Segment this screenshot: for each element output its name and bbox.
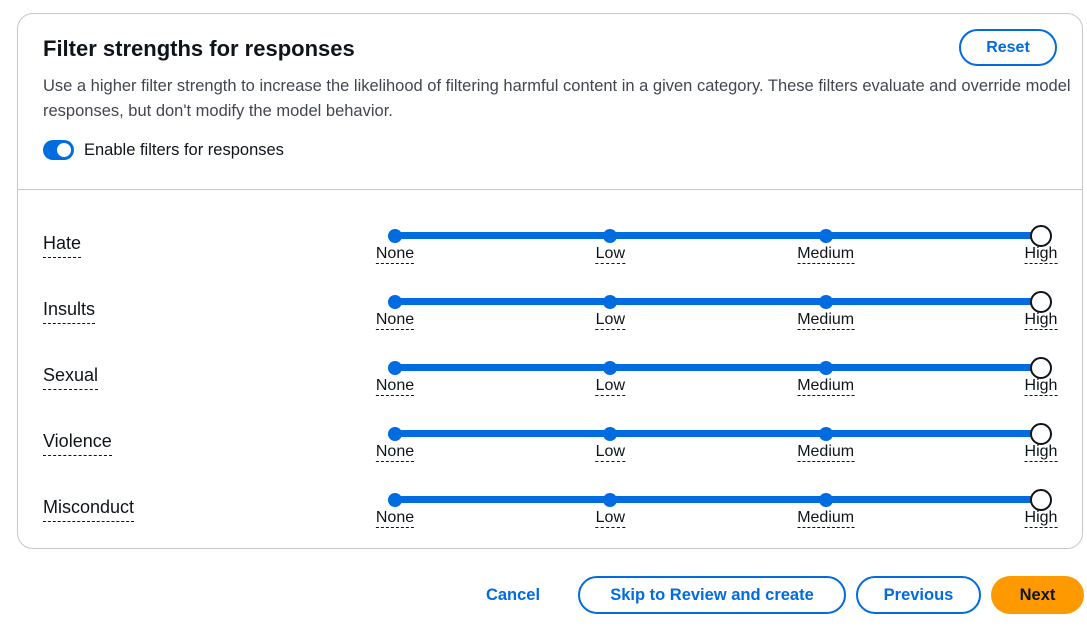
filter-row-misconduct: Misconduct None Low Medium High bbox=[18, 485, 1082, 545]
toggle-knob bbox=[57, 143, 71, 157]
slider-stop-medium[interactable] bbox=[818, 361, 833, 375]
slider-stop-medium[interactable] bbox=[818, 493, 833, 507]
tick-label-high[interactable]: High bbox=[1024, 245, 1058, 264]
panel-title: Filter strengths for responses bbox=[43, 36, 355, 61]
tick-label-high[interactable]: High bbox=[1024, 311, 1058, 330]
panel-description: Use a higher filter strength to increase… bbox=[43, 77, 1071, 120]
slider-stop-low[interactable] bbox=[603, 427, 618, 441]
tick-label-medium[interactable]: Medium bbox=[797, 377, 855, 396]
slider-stop-medium[interactable] bbox=[818, 229, 833, 243]
tick-label-none[interactable]: None bbox=[375, 443, 415, 462]
tick-label-medium[interactable]: Medium bbox=[797, 509, 855, 528]
next-button[interactable]: Next bbox=[991, 576, 1084, 614]
filter-row-hate: Hate None Low Medium High bbox=[18, 221, 1082, 281]
slider-stop-none[interactable] bbox=[388, 361, 402, 375]
enable-filters-toggle[interactable] bbox=[43, 140, 74, 160]
slider-track[interactable] bbox=[390, 298, 1042, 305]
divider bbox=[18, 189, 1082, 190]
reset-button[interactable]: Reset bbox=[959, 29, 1057, 66]
tick-label-medium[interactable]: Medium bbox=[797, 311, 855, 330]
cancel-button[interactable]: Cancel bbox=[485, 585, 541, 604]
tick-label-none[interactable]: None bbox=[375, 245, 415, 264]
tick-label-low[interactable]: Low bbox=[595, 509, 626, 528]
slider-stop-medium[interactable] bbox=[818, 427, 833, 441]
strength-slider-violence[interactable]: None Low Medium High bbox=[375, 419, 1058, 469]
slider-handle[interactable] bbox=[1030, 225, 1052, 247]
tick-label-high[interactable]: High bbox=[1024, 509, 1058, 528]
filter-label: Sexual bbox=[43, 365, 99, 390]
slider-track[interactable] bbox=[390, 430, 1042, 437]
slider-stop-none[interactable] bbox=[388, 493, 402, 507]
tick-label-high[interactable]: High bbox=[1024, 443, 1058, 462]
strength-slider-misconduct[interactable]: None Low Medium High bbox=[375, 485, 1058, 535]
slider-stop-none[interactable] bbox=[388, 427, 402, 441]
filter-row-sexual: Sexual None Low Medium High bbox=[18, 353, 1082, 413]
tick-label-low[interactable]: Low bbox=[595, 245, 626, 264]
strength-slider-insults[interactable]: None Low Medium High bbox=[375, 287, 1058, 337]
slider-stop-low[interactable] bbox=[603, 493, 618, 507]
slider-handle[interactable] bbox=[1030, 423, 1052, 445]
slider-stop-medium[interactable] bbox=[818, 295, 833, 309]
filter-label: Insults bbox=[43, 299, 96, 324]
slider-stop-low[interactable] bbox=[603, 295, 618, 309]
previous-button[interactable]: Previous bbox=[856, 576, 981, 614]
tick-label-medium[interactable]: Medium bbox=[797, 443, 855, 462]
tick-label-none[interactable]: None bbox=[375, 311, 415, 330]
tick-label-medium[interactable]: Medium bbox=[797, 245, 855, 264]
slider-handle[interactable] bbox=[1030, 291, 1052, 313]
slider-handle[interactable] bbox=[1030, 357, 1052, 379]
tick-label-none[interactable]: None bbox=[375, 377, 415, 396]
skip-to-review-button[interactable]: Skip to Review and create bbox=[578, 576, 846, 614]
filter-label: Misconduct bbox=[43, 497, 135, 522]
filter-row-violence: Violence None Low Medium High bbox=[18, 419, 1082, 479]
enable-filters-toggle-row: Enable filters for responses bbox=[43, 140, 284, 160]
slider-track[interactable] bbox=[390, 496, 1042, 503]
tick-label-none[interactable]: None bbox=[375, 509, 415, 528]
slider-stop-low[interactable] bbox=[603, 229, 618, 243]
filter-row-insults: Insults None Low Medium High bbox=[18, 287, 1082, 347]
strength-slider-sexual[interactable]: None Low Medium High bbox=[375, 353, 1058, 403]
tick-label-high[interactable]: High bbox=[1024, 377, 1058, 396]
slider-track[interactable] bbox=[390, 232, 1042, 239]
tick-label-low[interactable]: Low bbox=[595, 443, 626, 462]
filter-label: Hate bbox=[43, 233, 82, 258]
strength-slider-hate[interactable]: None Low Medium High bbox=[375, 221, 1058, 271]
enable-filters-label: Enable filters for responses bbox=[84, 140, 284, 159]
filter-label: Violence bbox=[43, 431, 112, 456]
slider-handle[interactable] bbox=[1030, 489, 1052, 511]
tick-label-low[interactable]: Low bbox=[595, 311, 626, 330]
wizard-footer: Cancel Skip to Review and create Previou… bbox=[0, 576, 1087, 616]
response-filters-panel: Filter strengths for responses Reset Use… bbox=[17, 13, 1083, 549]
slider-stop-none[interactable] bbox=[388, 229, 402, 243]
slider-stop-low[interactable] bbox=[603, 361, 618, 375]
slider-track[interactable] bbox=[390, 364, 1042, 371]
slider-stop-none[interactable] bbox=[388, 295, 402, 309]
tick-label-low[interactable]: Low bbox=[595, 377, 626, 396]
